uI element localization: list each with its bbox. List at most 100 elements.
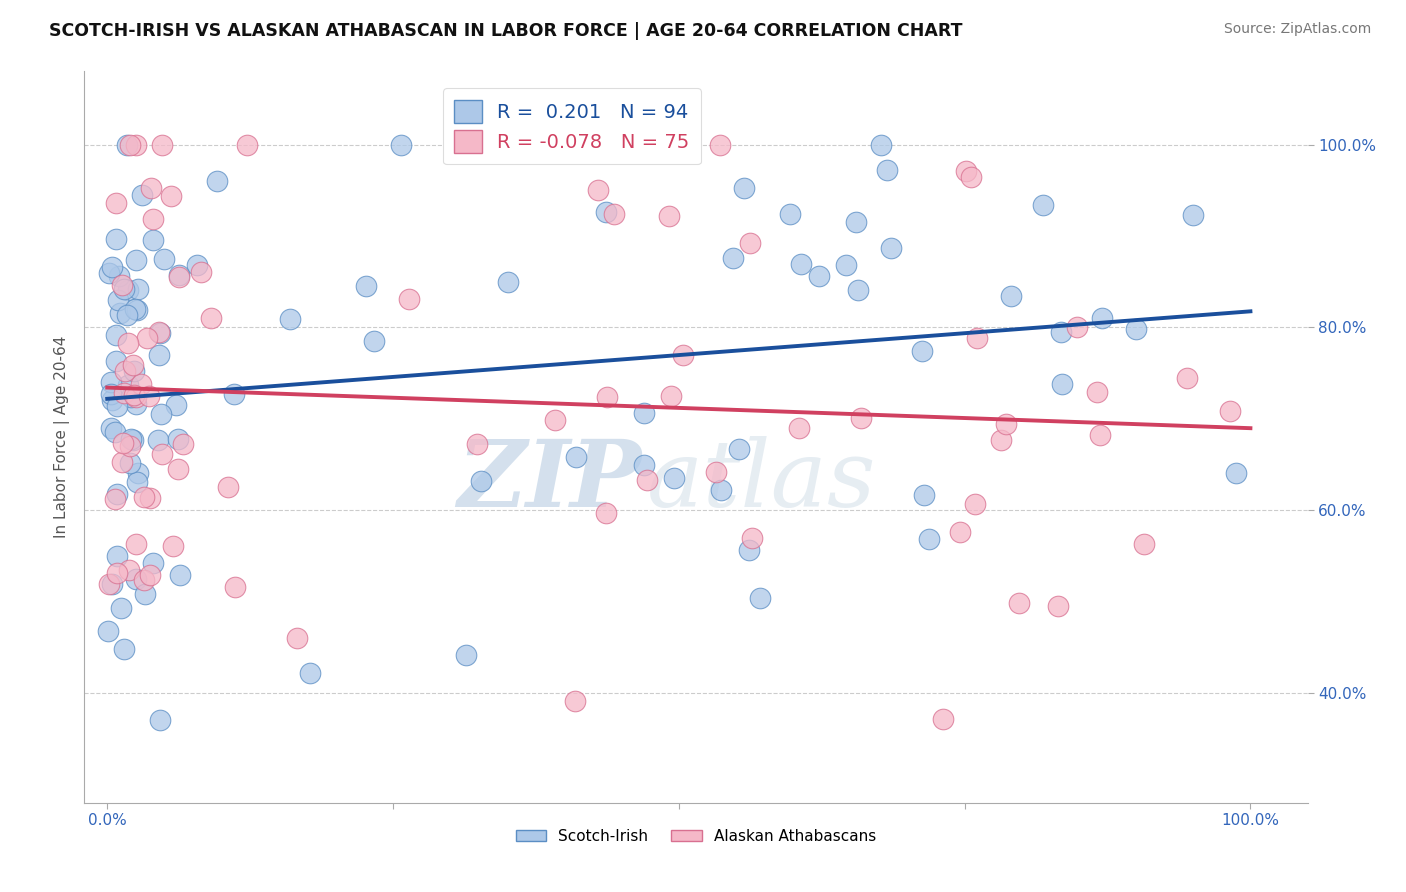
Point <box>740 235 762 250</box>
Point <box>115 308 138 322</box>
Point <box>205 174 228 188</box>
Point <box>138 389 160 403</box>
Point <box>200 311 222 326</box>
Point <box>1046 599 1069 614</box>
Point <box>150 407 173 421</box>
Point <box>118 439 141 453</box>
Point <box>149 714 172 728</box>
Point <box>132 490 155 504</box>
Point <box>150 447 173 461</box>
Point <box>1132 537 1154 551</box>
Point <box>125 537 148 551</box>
Text: Source: ZipAtlas.com: Source: ZipAtlas.com <box>1223 22 1371 37</box>
Point <box>101 393 124 408</box>
Point <box>1175 371 1198 385</box>
Point <box>131 187 153 202</box>
Point <box>139 568 162 582</box>
Point <box>104 425 127 439</box>
Point <box>1181 208 1204 222</box>
Text: ZIP: ZIP <box>457 436 641 526</box>
Text: SCOTCH-IRISH VS ALASKAN ATHABASCAN IN LABOR FORCE | AGE 20-64 CORRELATION CHART: SCOTCH-IRISH VS ALASKAN ATHABASCAN IN LA… <box>49 22 963 40</box>
Point <box>105 354 128 368</box>
Point <box>142 233 165 247</box>
Point <box>112 385 135 400</box>
Point <box>129 377 152 392</box>
Point <box>721 251 744 265</box>
Point <box>354 278 377 293</box>
Point <box>134 573 156 587</box>
Point <box>808 269 831 284</box>
Point <box>127 466 149 480</box>
Point <box>167 268 190 282</box>
Point <box>398 292 420 306</box>
Point <box>1052 377 1074 392</box>
Point <box>117 283 139 297</box>
Point <box>672 348 695 362</box>
Point <box>912 487 935 501</box>
Point <box>224 580 246 594</box>
Point <box>298 665 321 680</box>
Point <box>787 421 810 435</box>
Point <box>125 475 148 489</box>
Point <box>190 265 212 279</box>
Point <box>728 442 751 456</box>
Point <box>100 375 122 389</box>
Point <box>120 390 142 404</box>
Point <box>121 433 143 447</box>
Point <box>111 277 134 292</box>
Point <box>122 358 145 372</box>
Point <box>125 572 148 586</box>
Point <box>110 600 132 615</box>
Point <box>222 387 245 401</box>
Point <box>169 567 191 582</box>
Point <box>127 282 149 296</box>
Point <box>117 378 139 392</box>
Point <box>949 524 972 539</box>
Point <box>139 180 162 194</box>
Point <box>104 195 127 210</box>
Point <box>846 284 869 298</box>
Point <box>790 257 813 271</box>
Point <box>118 456 141 470</box>
Point <box>100 420 122 434</box>
Point <box>149 326 172 340</box>
Point <box>150 137 173 152</box>
Point <box>105 549 128 563</box>
Point <box>1050 325 1073 339</box>
Text: atlas: atlas <box>647 436 876 526</box>
Point <box>633 458 655 472</box>
Point <box>148 348 170 362</box>
Point <box>105 399 128 413</box>
Point <box>105 328 128 343</box>
Point <box>659 389 682 403</box>
Point <box>741 531 763 545</box>
Point <box>498 275 520 289</box>
Point <box>595 506 617 520</box>
Point <box>932 713 955 727</box>
Point <box>565 450 588 464</box>
Point <box>139 491 162 506</box>
Point <box>960 169 983 184</box>
Point <box>111 455 134 469</box>
Point <box>124 388 146 402</box>
Point <box>160 189 183 203</box>
Point <box>738 543 761 558</box>
Point <box>1000 289 1022 303</box>
Point <box>166 462 188 476</box>
Point <box>917 532 939 546</box>
Point <box>704 465 727 479</box>
Point <box>136 331 159 345</box>
Point <box>636 473 658 487</box>
Point <box>709 137 731 152</box>
Point <box>456 648 478 663</box>
Y-axis label: In Labor Force | Age 20-64: In Labor Force | Age 20-64 <box>55 336 70 538</box>
Point <box>278 311 301 326</box>
Point <box>153 252 176 266</box>
Point <box>125 252 148 267</box>
Point <box>586 184 609 198</box>
Point <box>1066 320 1088 334</box>
Point <box>1219 404 1241 418</box>
Point <box>118 564 141 578</box>
Point <box>127 303 149 318</box>
Point <box>101 577 124 591</box>
